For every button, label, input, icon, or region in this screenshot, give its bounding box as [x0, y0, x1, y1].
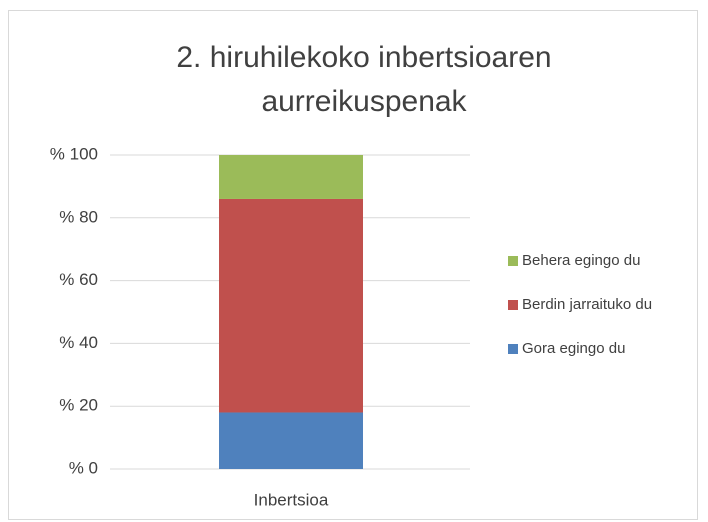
chart-border: [8, 10, 698, 520]
chart-title: 2. hiruhilekoko inbertsioaren aurreikusp…: [176, 41, 552, 118]
bar-segment: [219, 155, 363, 199]
y-tick-label: % 20: [59, 396, 98, 415]
x-tick-label: Inbertsioa: [254, 490, 329, 509]
y-tick-label: % 80: [59, 207, 98, 226]
y-tick-label: % 100: [50, 144, 98, 163]
legend-swatch: [508, 344, 518, 354]
y-tick-label: % 0: [69, 458, 98, 477]
legend-label: Behera egingo du: [522, 252, 640, 269]
bar-segment: [219, 198, 363, 413]
legend-swatch: [508, 256, 518, 266]
y-tick-label: % 60: [59, 270, 98, 289]
y-tick-label: % 40: [59, 333, 98, 352]
bar-segment: [219, 412, 363, 469]
legend-label: Berdin jarraituko du: [522, 296, 652, 313]
legend-swatch: [508, 300, 518, 310]
legend-label: Gora egingo du: [522, 340, 625, 357]
